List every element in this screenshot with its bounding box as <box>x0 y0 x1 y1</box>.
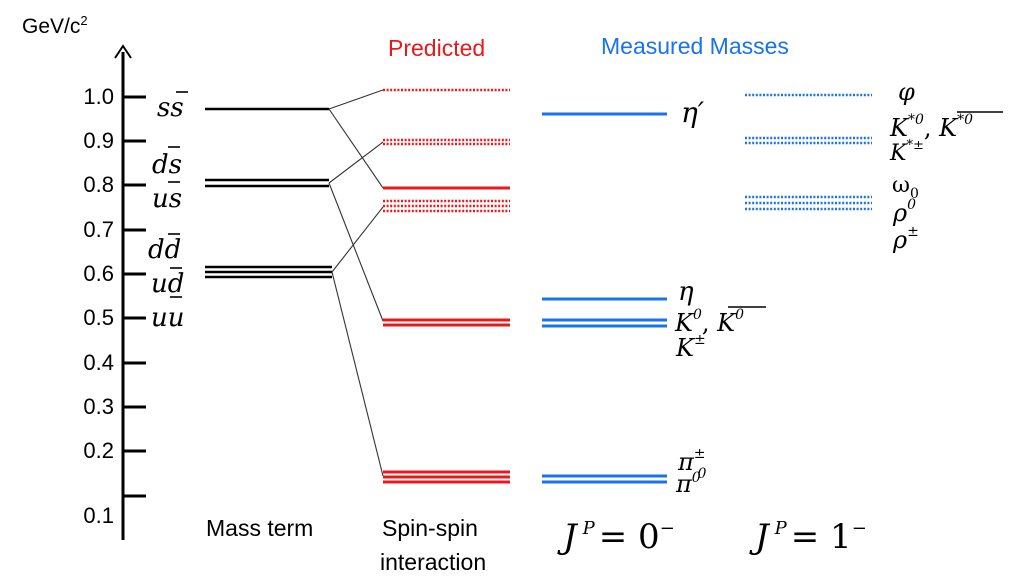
predicted-vector-levels <box>383 88 510 213</box>
label-phi: φ <box>898 78 915 106</box>
label-pion-charged: π± 0 <box>677 446 707 482</box>
label-eta-prime: η′ <box>681 96 705 129</box>
label-omega: ω0 <box>892 173 919 202</box>
mass-term-levels <box>205 107 332 279</box>
mass-axis: GeV/c2 <box>22 13 132 540</box>
jp-vector-label: J P = 1− <box>749 517 867 557</box>
svg-text:ss: ss <box>157 93 184 123</box>
connector-line <box>328 89 384 110</box>
tick-label: 0.6 <box>83 261 114 286</box>
connector-line <box>331 271 384 477</box>
splitting-connectors <box>328 89 384 477</box>
connector-line <box>328 182 384 322</box>
predicted-pseudoscalar-levels <box>383 186 510 484</box>
label-kstar-neutral: K*0, K*0 <box>889 112 973 142</box>
label-rho-neutral: ρ0 <box>892 197 916 227</box>
svg-text:ds: ds <box>152 150 182 180</box>
predicted-levels <box>383 88 510 484</box>
axis-arrowhead <box>114 44 132 59</box>
label-kaon-charged: K± <box>675 332 706 362</box>
jp-pseudoscalar-label: J P = 0− <box>557 517 675 557</box>
mass-term-label: Mass term <box>206 515 313 541</box>
label-kstar-charged: K*± <box>889 138 924 166</box>
axis-ticks: 1.0 0.9 0.8 0.7 0.6 0.5 0.4 0.3 0.2 0.1 <box>83 84 146 528</box>
tick-label: 0.2 <box>83 438 114 463</box>
quark-label-ss: ss <box>157 91 188 123</box>
axis-unit: GeV/c2 <box>22 13 88 38</box>
quark-label-dd: dd <box>148 233 181 265</box>
predicted-header: Predicted <box>388 35 485 61</box>
tick-label: 0.5 <box>83 305 114 330</box>
vector-labels: φ K*0, K*0 K*± ω0 ρ0 ρ± <box>889 78 1003 254</box>
label-kaon-neutral: K0, K0 <box>674 307 744 337</box>
label-pion-neutral: π0 <box>675 470 701 498</box>
label-rho-charged: ρ± <box>892 224 919 254</box>
quark-label-ds: ds <box>152 146 182 183</box>
measured-pseudoscalar-levels <box>542 112 667 484</box>
svg-text:ud: ud <box>151 269 184 299</box>
label-eta: η <box>678 277 694 307</box>
spin-spin-label-line1: Spin-spin <box>382 515 478 541</box>
connector-line <box>328 108 384 189</box>
tick-label: 0.3 <box>83 394 114 419</box>
svg-text:dd: dd <box>148 235 181 265</box>
tick-label: 0.7 <box>83 217 114 242</box>
tick-label: 0.8 <box>83 172 114 197</box>
connector-line <box>331 206 384 273</box>
quark-label-ud: ud <box>151 267 184 299</box>
measured-vector-levels <box>745 93 872 211</box>
quark-label-us: us <box>152 184 182 214</box>
connector-line <box>328 141 384 184</box>
pseudoscalar-labels: η′ η K0, K0 K± π± 0 π0 <box>674 96 766 498</box>
quark-labels: ss ds us dd ud uu <box>148 91 188 333</box>
tick-label: 1.0 <box>83 84 114 109</box>
measured-header: Measured Masses <box>601 33 789 59</box>
spin-spin-label-line2: interaction <box>380 549 486 575</box>
tick-label: 0.4 <box>83 350 114 375</box>
quark-label-uu: uu <box>151 303 185 333</box>
tick-label: 0.1 <box>83 503 114 528</box>
tick-label: 0.9 <box>83 128 114 153</box>
